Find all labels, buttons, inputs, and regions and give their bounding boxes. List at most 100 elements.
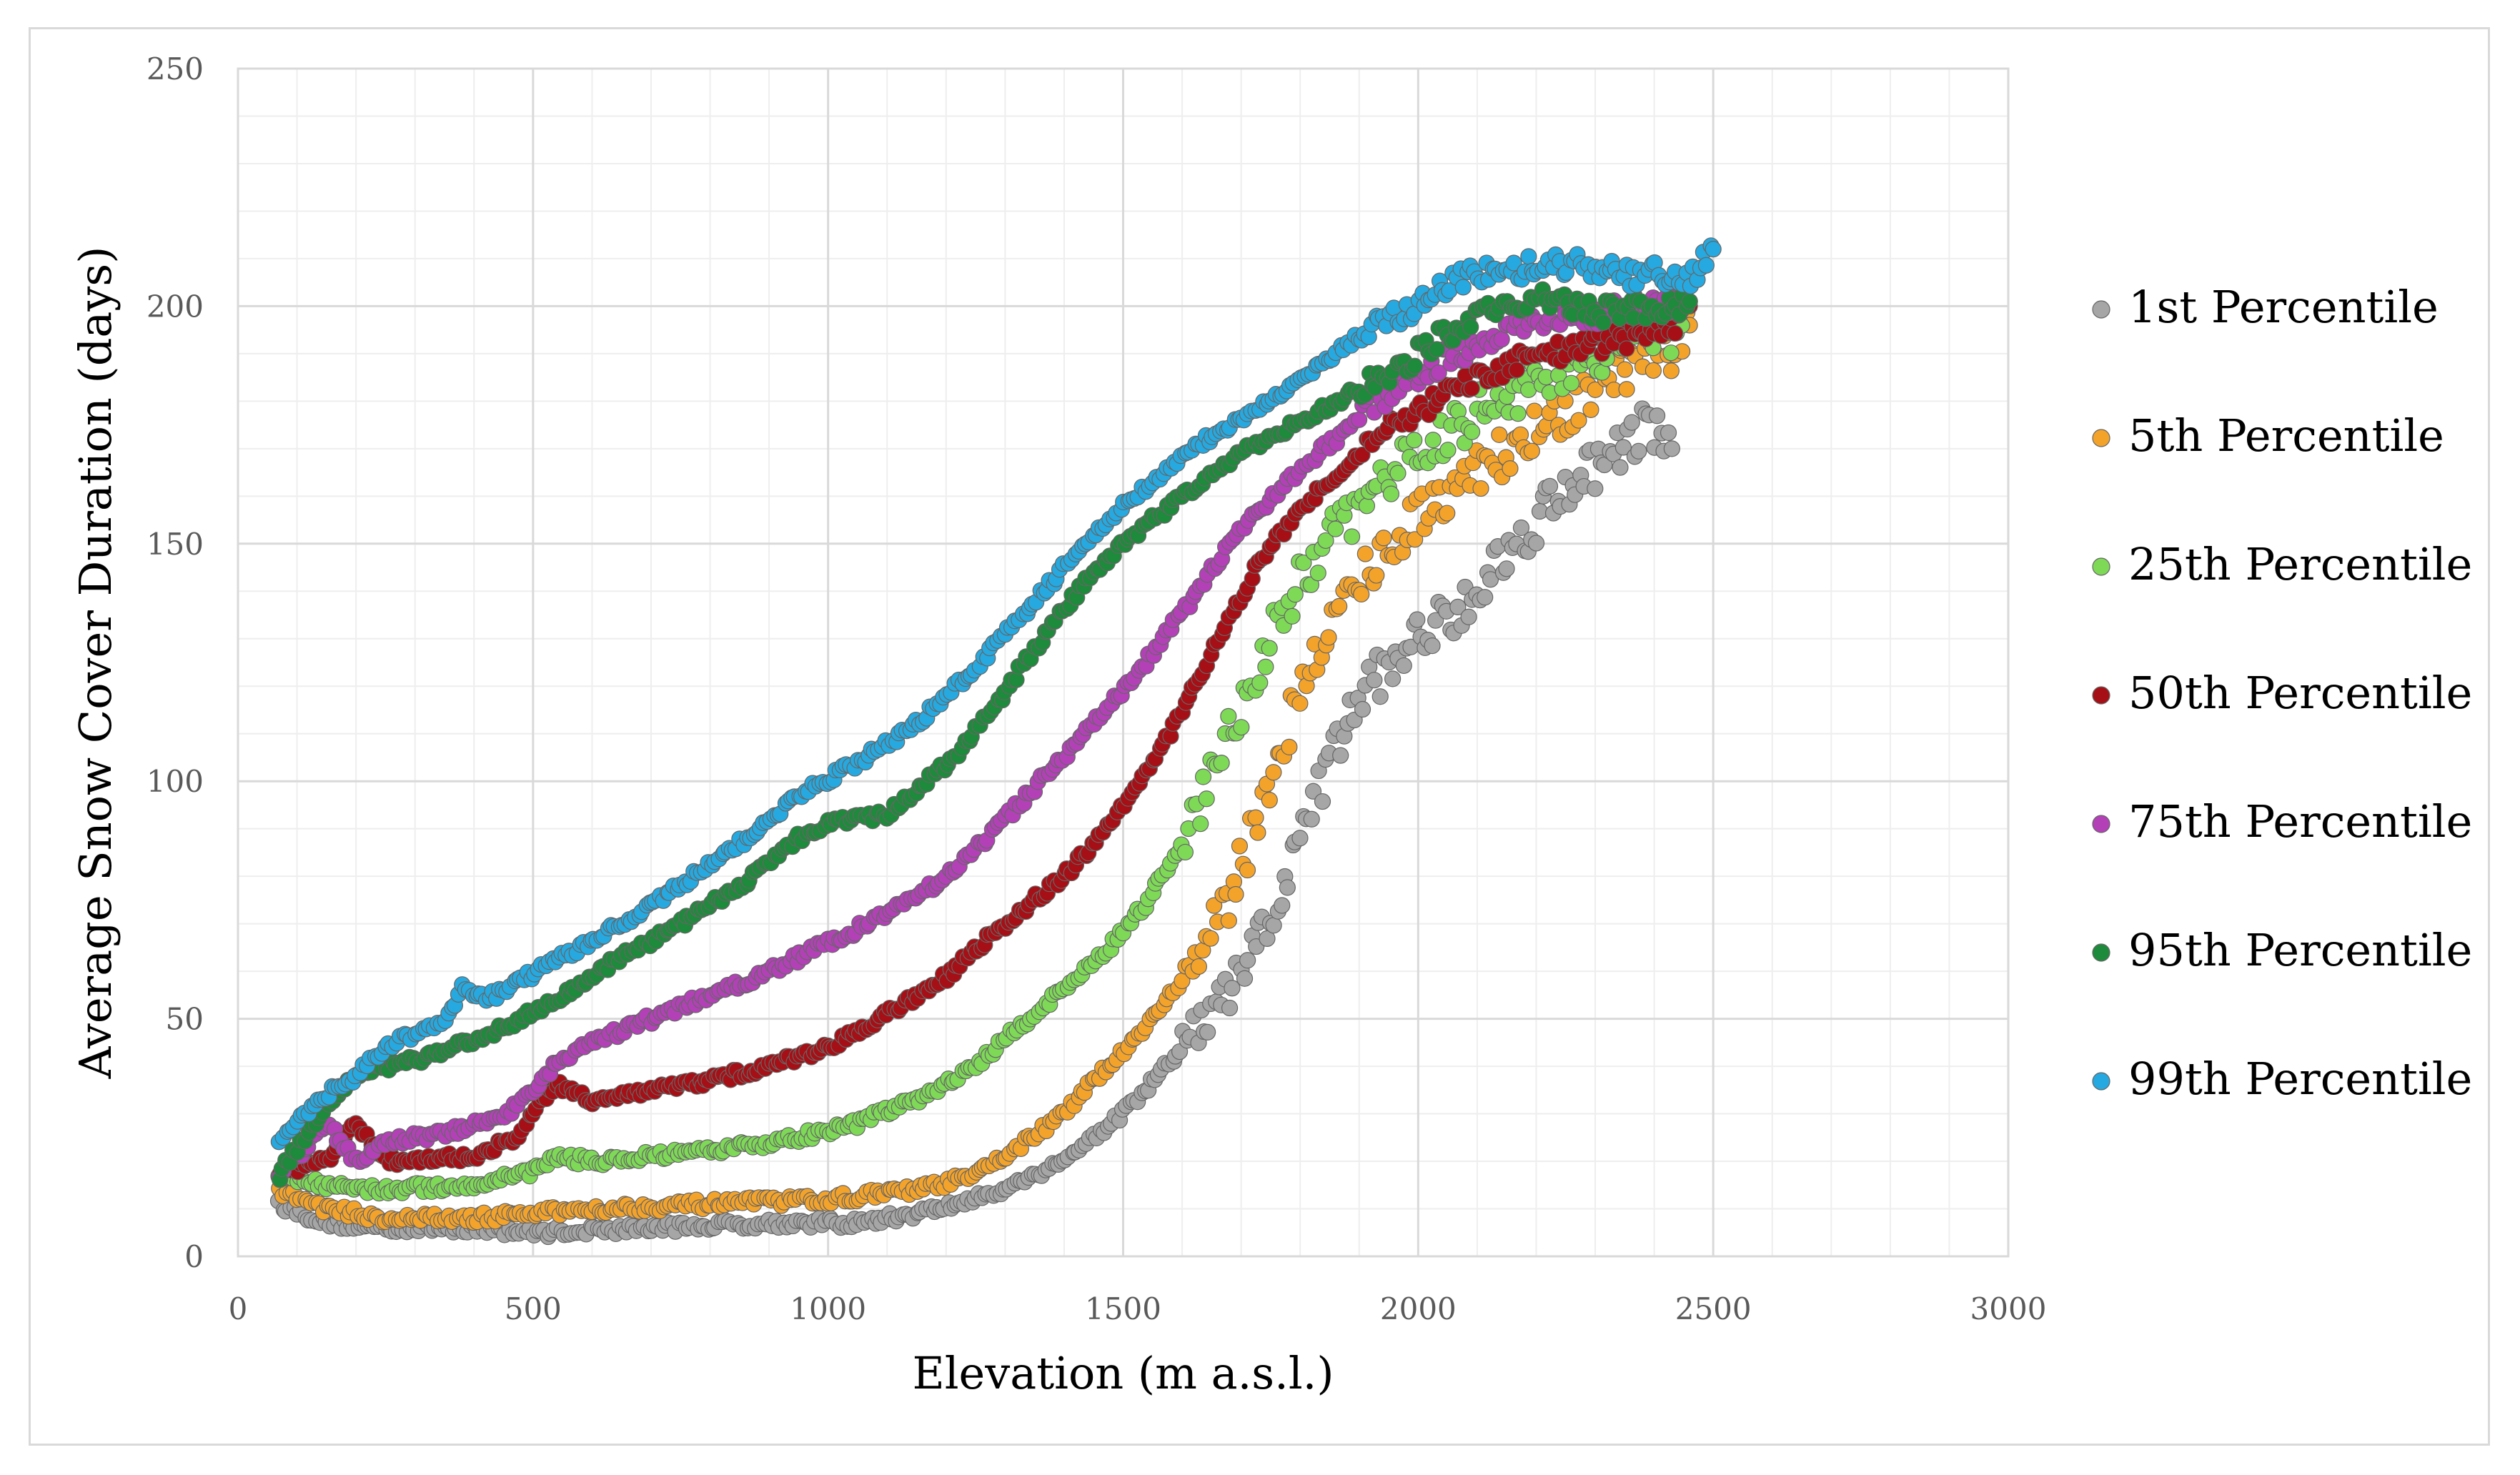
- data-point: [1291, 695, 1309, 712]
- plot-area: [237, 67, 2010, 1258]
- x-tick-label: 0: [229, 1291, 248, 1326]
- data-point: [1281, 738, 1298, 755]
- data-point: [1220, 707, 1237, 725]
- legend-marker: [2092, 300, 2110, 319]
- data-point: [1430, 364, 1447, 382]
- data-point: [1587, 480, 1604, 497]
- data-point: [1614, 439, 1632, 456]
- data-point: [1279, 879, 1296, 896]
- data-point: [1587, 381, 1604, 398]
- data-point: [1616, 361, 1634, 378]
- data-point: [1594, 364, 1611, 381]
- data-point: [1428, 341, 1446, 358]
- legend-label: 95th Percentile: [2128, 924, 2472, 976]
- data-point: [1630, 442, 1647, 460]
- data-point: [1284, 607, 1301, 625]
- data-point: [1409, 611, 1426, 628]
- data-point: [1570, 412, 1587, 429]
- y-axis-title: Average Snow Cover Duration (days): [69, 247, 121, 1080]
- chart-frame: 0 500 1000 1500 2000 2500 3000 0 50 100 150 200 250…: [29, 27, 2490, 1446]
- data-point: [1527, 535, 1545, 552]
- data-point: [1505, 254, 1522, 272]
- major-gridlines: [237, 67, 2010, 1258]
- data-point: [1366, 672, 1383, 689]
- data-point: [1477, 589, 1494, 606]
- data-point: [1221, 999, 1239, 1017]
- data-point: [1463, 423, 1481, 440]
- x-tick-label: 1000: [790, 1291, 866, 1326]
- data-point: [1358, 497, 1376, 515]
- data-point: [1176, 843, 1194, 861]
- legend-marker: [2092, 557, 2110, 576]
- legend-marker: [2092, 815, 2110, 833]
- data-point: [1663, 440, 1680, 457]
- data-point: [1406, 432, 1423, 449]
- data-point: [1320, 629, 1337, 646]
- legend-label: 25th Percentile: [2128, 538, 2472, 590]
- series-3: [270, 279, 1698, 1202]
- data-point: [1249, 824, 1266, 841]
- data-point: [1541, 477, 1559, 495]
- y-tick-label: 100: [147, 764, 204, 799]
- data-point: [1247, 809, 1264, 826]
- data-point: [1371, 688, 1389, 705]
- x-tick-label: 2000: [1380, 1291, 1457, 1326]
- data-point: [1194, 768, 1212, 785]
- data-point: [1198, 790, 1215, 808]
- data-point: [1449, 598, 1467, 615]
- legend-label: 1st Percentile: [2128, 281, 2439, 333]
- y-tick-label: 50: [166, 1002, 204, 1037]
- legend-marker: [2092, 429, 2110, 447]
- data-point: [1220, 912, 1237, 929]
- data-point: [1406, 357, 1424, 374]
- data-point: [1520, 248, 1537, 265]
- data-point: [1233, 719, 1250, 736]
- data-point: [1202, 930, 1219, 947]
- data-point: [1508, 362, 1525, 379]
- data-point: [1368, 567, 1385, 584]
- data-point: [1261, 792, 1278, 809]
- data-point: [1227, 885, 1244, 903]
- data-point: [1239, 952, 1256, 969]
- x-tick-label: 3000: [1970, 1291, 2047, 1326]
- legend-label: 50th Percentile: [2128, 667, 2472, 719]
- data-point: [1375, 530, 1392, 547]
- data-point: [1257, 658, 1274, 675]
- legend-label: 75th Percentile: [2128, 795, 2472, 848]
- y-tick-label: 0: [184, 1239, 204, 1274]
- data-point: [1531, 502, 1549, 520]
- data-point: [1239, 861, 1256, 879]
- legend-label: 5th Percentile: [2128, 409, 2444, 462]
- data-point: [1261, 640, 1278, 657]
- data-point: [1291, 830, 1309, 847]
- data-point: [1309, 565, 1326, 582]
- data-points: [269, 237, 1722, 1246]
- data-point: [1662, 362, 1680, 379]
- data-point: [1648, 407, 1666, 424]
- data-point: [1314, 793, 1331, 810]
- series-6: [272, 281, 1698, 1188]
- data-point: [1286, 586, 1304, 603]
- data-point: [1472, 480, 1489, 497]
- data-point: [1662, 344, 1680, 362]
- data-point: [1618, 340, 1635, 357]
- data-point: [1424, 637, 1441, 655]
- data-point: [1660, 424, 1677, 442]
- data-point: [1498, 560, 1515, 577]
- legend: 1st Percentile 5th Percentile 25th Percent…: [2092, 281, 2472, 1105]
- y-tick-label: 200: [147, 289, 204, 324]
- chart-canvas: 0 500 1000 1500 2000 2500 3000 0 50 100 150 200 250…: [69, 51, 2472, 1399]
- x-tick-label: 2500: [1675, 1291, 1752, 1326]
- data-point: [1213, 754, 1230, 772]
- data-point: [1427, 612, 1444, 629]
- data-point: [1274, 897, 1291, 914]
- data-point: [1454, 279, 1472, 296]
- data-point: [1645, 362, 1662, 379]
- data-point: [1353, 585, 1370, 603]
- legend-marker: [2092, 1072, 2110, 1091]
- data-point: [1295, 554, 1312, 572]
- data-point: [1382, 485, 1400, 502]
- data-point: [1439, 505, 1456, 522]
- data-point: [1582, 401, 1599, 418]
- legend-label: 99th Percentile: [2128, 1053, 2472, 1105]
